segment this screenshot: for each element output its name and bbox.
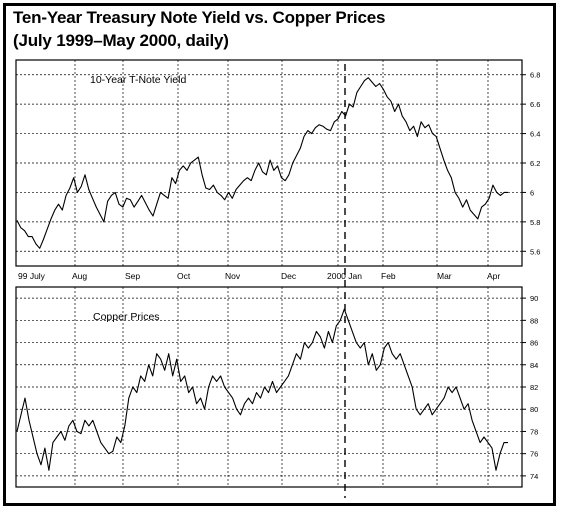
y-tick-label: 76 [530, 450, 538, 459]
y-tick-label: 5.8 [530, 218, 540, 227]
x-tick-label: Apr [487, 271, 500, 281]
chart-title: Ten-Year Treasury Note Yield vs. Copper … [13, 8, 386, 27]
x-tick-label: Nov [225, 271, 241, 281]
x-tick-label: Aug [72, 271, 87, 281]
y-tick-label: 6.2 [530, 159, 540, 168]
series-line [16, 308, 508, 471]
y-tick-label: 88 [530, 316, 538, 325]
figure-frame [3, 3, 556, 506]
y-tick-label: 74 [530, 472, 538, 481]
x-tick-label: Oct [177, 271, 191, 281]
x-tick-label: Sep [125, 271, 140, 281]
y-tick-label: 6 [530, 188, 534, 197]
series-label: Copper Prices [93, 311, 160, 323]
x-tick-label: 99 July [18, 271, 46, 281]
y-tick-label: 82 [530, 383, 538, 392]
y-tick-label: 6.6 [530, 100, 540, 109]
series-line [16, 77, 508, 249]
y-tick-label: 5.6 [530, 247, 540, 256]
y-tick-label: 78 [530, 427, 538, 436]
x-tick-label: Feb [381, 271, 396, 281]
x-tick-label: Dec [281, 271, 297, 281]
y-tick-label: 80 [530, 405, 538, 414]
x-tick-label: Mar [437, 271, 452, 281]
series-label: 10-Year T-Note Yield [90, 74, 186, 86]
y-tick-label: 6.4 [530, 130, 540, 139]
y-tick-label: 6.8 [530, 71, 540, 80]
x-tick-label: 2000 Jan [327, 271, 362, 281]
y-tick-label: 84 [530, 361, 538, 370]
y-tick-label: 86 [530, 339, 538, 348]
chart-subtitle: (July 1999–May 2000, daily) [13, 31, 229, 50]
y-tick-label: 90 [530, 294, 538, 303]
